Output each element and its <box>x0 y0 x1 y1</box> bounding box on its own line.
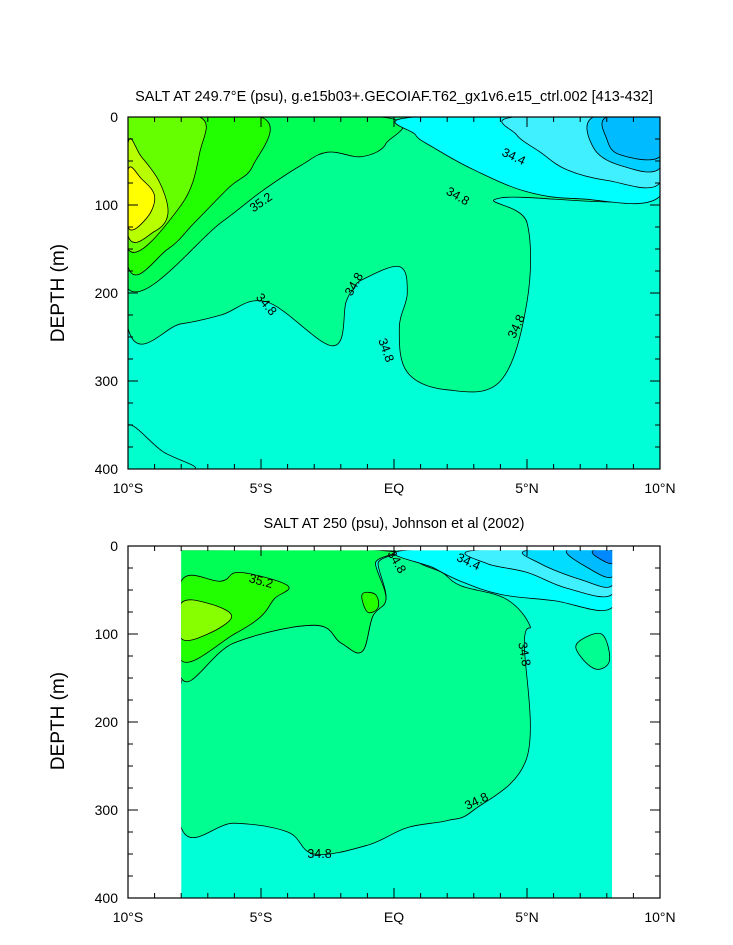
y-tick-label: 0 <box>110 538 118 554</box>
y-tick-label: 300 <box>95 373 119 389</box>
x-tick-label: 10°N <box>644 909 675 925</box>
contour-region <box>181 571 290 663</box>
svg-text:34.8: 34.8 <box>515 641 533 667</box>
x-tick-label: EQ <box>384 909 404 925</box>
y-tick-label: 0 <box>110 109 118 125</box>
contour-region <box>181 599 233 641</box>
x-tick-label: EQ <box>384 480 404 496</box>
y-tick-label: 100 <box>95 197 119 213</box>
x-tick-label: 10°N <box>644 480 675 496</box>
top-y-axis-label: DEPTH (m) <box>48 244 69 342</box>
bottom-panel: SALT AT 250 (psu), Johnson et al (2002) … <box>48 516 676 925</box>
x-tick-label: 5°S <box>250 480 273 496</box>
contour-region <box>575 632 611 670</box>
top-plot-area: 35.234.434.834.834.834.834.810°S 5°S EQ 5°N… <box>95 109 676 496</box>
bottom-plot-area: 35.234.8 34.434.834.834.810°S 5°S EQ 5°N 10°N… <box>95 538 676 925</box>
y-tick-label: 200 <box>95 285 119 301</box>
contour-region <box>128 166 156 231</box>
bottom-panel-title: SALT AT 250 (psu), Johnson et al (2002) <box>264 516 525 532</box>
x-tick-label: 5°N <box>515 480 539 496</box>
top-panel-title: SALT AT 249.7°E (psu), g.e15b03+.GECOIAF… <box>135 89 653 105</box>
contour-region <box>591 550 613 565</box>
bottom-y-axis-label: DEPTH (m) <box>48 672 69 770</box>
contour-label: 34.8 <box>307 847 331 861</box>
y-tick-label: 400 <box>95 890 119 906</box>
y-tick-label: 300 <box>95 802 119 818</box>
x-tick-label: 10°S <box>113 909 144 925</box>
contour-label: 35.2 <box>247 571 274 591</box>
y-tick-label: 200 <box>95 714 119 730</box>
contour-region <box>601 117 660 161</box>
contour-label: 34.8 <box>515 641 533 667</box>
x-tick-label: 5°N <box>515 909 539 925</box>
top-panel: SALT AT 249.7°E (psu), g.e15b03+.GECOIAF… <box>48 89 676 496</box>
x-tick-label: 10°S <box>113 480 144 496</box>
svg-text:35.2: 35.2 <box>247 571 274 591</box>
contour-region <box>128 424 196 469</box>
contour-region <box>361 591 380 614</box>
y-tick-label: 400 <box>95 461 119 477</box>
y-tick-label: 100 <box>95 626 119 642</box>
svg-text:34.8: 34.8 <box>307 847 331 861</box>
x-tick-label: 5°S <box>250 909 273 925</box>
